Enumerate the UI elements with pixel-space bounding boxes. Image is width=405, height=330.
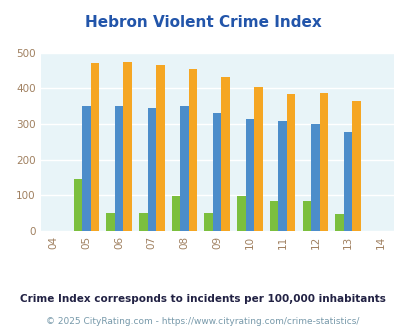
Bar <box>73 179 82 231</box>
Bar <box>115 106 123 231</box>
Bar <box>106 213 115 231</box>
Bar <box>82 106 90 231</box>
Bar <box>269 201 278 231</box>
Bar <box>352 101 360 231</box>
Bar <box>213 113 221 231</box>
Bar <box>286 94 295 231</box>
Bar <box>188 69 197 231</box>
Bar <box>221 77 229 231</box>
Bar <box>278 121 286 231</box>
Bar <box>156 65 164 231</box>
Text: Hebron Violent Crime Index: Hebron Violent Crime Index <box>84 15 321 30</box>
Bar <box>310 124 319 231</box>
Bar <box>139 213 147 231</box>
Text: © 2025 CityRating.com - https://www.cityrating.com/crime-statistics/: © 2025 CityRating.com - https://www.city… <box>46 317 359 326</box>
Bar <box>90 63 99 231</box>
Bar <box>204 213 213 231</box>
Bar <box>302 201 310 231</box>
Bar <box>319 93 327 231</box>
Bar <box>237 196 245 231</box>
Bar <box>180 106 188 231</box>
Text: Crime Index corresponds to incidents per 100,000 inhabitants: Crime Index corresponds to incidents per… <box>20 294 385 304</box>
Bar <box>123 62 132 231</box>
Bar <box>147 108 156 231</box>
Bar <box>254 87 262 231</box>
Bar <box>343 132 352 231</box>
Bar <box>245 119 254 231</box>
Bar <box>171 196 180 231</box>
Bar <box>335 214 343 231</box>
